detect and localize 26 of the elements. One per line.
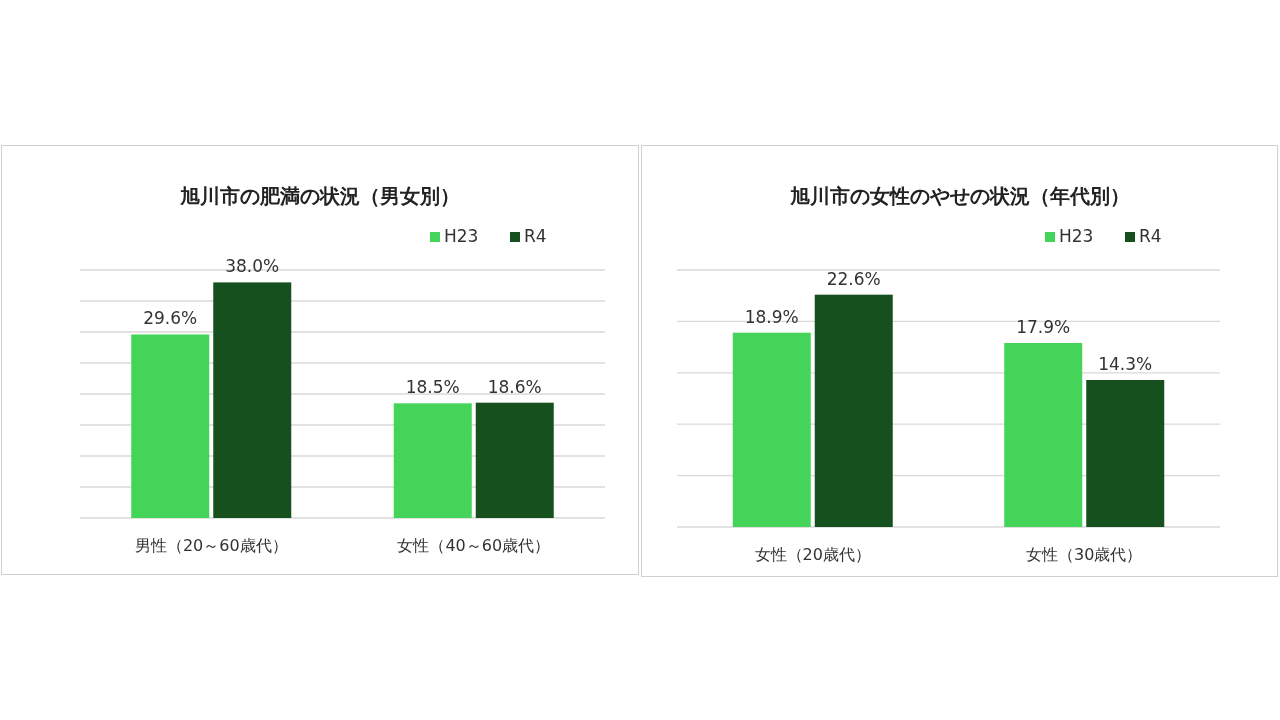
chart-title: 旭川市の肥満の状況（男女別）	[179, 184, 460, 208]
data-label: 14.3%	[1098, 354, 1153, 374]
x-tick-label: 男性（20～60歳代）	[134, 536, 288, 555]
bar	[814, 294, 893, 527]
data-label: 29.6%	[143, 308, 198, 329]
bar	[393, 403, 472, 518]
x-tick-label: 女性（20歳代）	[754, 545, 871, 564]
data-label: 38.0%	[225, 256, 280, 277]
bar	[1004, 342, 1083, 527]
data-label: 17.9%	[1016, 316, 1071, 337]
legend-label: R4	[1139, 226, 1162, 246]
bar	[131, 334, 210, 518]
data-label: 18.6%	[487, 376, 542, 397]
bar	[475, 402, 554, 518]
legend-label: H23	[444, 226, 479, 246]
chart-title: 旭川市の女性のやせの状況（年代別）	[788, 184, 1130, 208]
x-tick-label: 女性（40～60歳代）	[397, 536, 551, 555]
x-tick-label: 女性（30歳代）	[1026, 545, 1143, 564]
data-label: 22.6%	[826, 268, 881, 289]
legend-label: R4	[524, 226, 547, 246]
bar	[213, 282, 292, 518]
legend-label: H23	[1059, 226, 1094, 246]
bar	[1086, 380, 1165, 527]
bar	[732, 332, 811, 527]
data-label: 18.5%	[405, 377, 460, 398]
data-label: 18.9%	[744, 306, 799, 327]
